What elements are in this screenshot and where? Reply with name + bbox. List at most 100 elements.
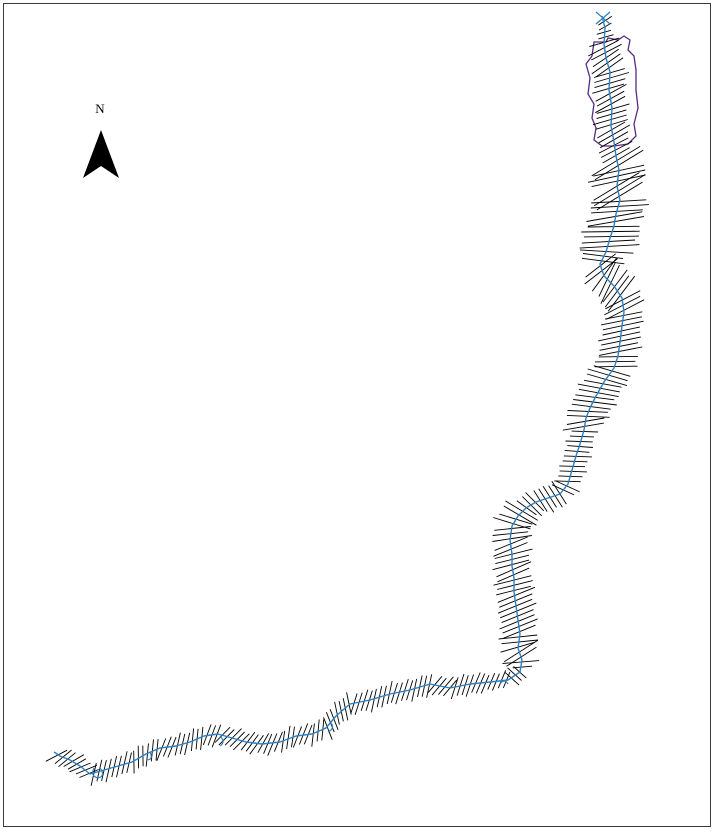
cross-section-line bbox=[566, 414, 610, 418]
cross-section-line bbox=[431, 677, 447, 696]
cross-section-line bbox=[200, 726, 204, 751]
cross-section-line bbox=[494, 548, 533, 559]
cross-section-line bbox=[500, 602, 537, 619]
cross-section-line bbox=[551, 480, 567, 505]
cross-section-line bbox=[538, 488, 555, 513]
cross-section-line bbox=[591, 146, 641, 177]
river-meander bbox=[92, 680, 509, 779]
map-frame bbox=[3, 3, 711, 827]
cross-section-line bbox=[381, 685, 387, 708]
cross-section-line bbox=[598, 34, 614, 40]
cross-section-line bbox=[456, 673, 465, 696]
reservoir-outline bbox=[585, 35, 639, 147]
cross-section-line bbox=[522, 496, 543, 517]
cross-section-line bbox=[498, 634, 538, 640]
cross-section-line bbox=[591, 43, 622, 61]
cross-section-line bbox=[598, 124, 631, 144]
cross-section-line bbox=[588, 39, 619, 57]
cross-section-line bbox=[354, 692, 363, 716]
cross-section-line bbox=[311, 723, 315, 747]
cross-section-line bbox=[525, 492, 545, 512]
cross-section-line bbox=[595, 119, 628, 130]
cross-section-line bbox=[598, 331, 641, 342]
cross-section-line bbox=[494, 526, 531, 531]
cross-section-line bbox=[63, 754, 85, 767]
cross-section-line bbox=[480, 674, 490, 694]
cross-section-line bbox=[438, 676, 454, 695]
cross-section-line bbox=[417, 675, 423, 698]
cross-section-line bbox=[497, 586, 536, 603]
cross-section-line bbox=[586, 211, 643, 222]
cross-section-line bbox=[590, 204, 649, 209]
cross-section-line bbox=[604, 295, 641, 316]
cross-section-line bbox=[492, 535, 532, 542]
cross-section-line bbox=[594, 360, 636, 363]
cross-section-line bbox=[174, 732, 181, 756]
cross-section-line bbox=[505, 500, 539, 521]
cross-section-line bbox=[601, 336, 641, 346]
cross-section-line bbox=[75, 764, 98, 775]
cross-section-line bbox=[567, 410, 608, 413]
cross-section-line bbox=[167, 736, 177, 758]
cross-section-line bbox=[496, 580, 533, 590]
cross-section-line bbox=[426, 674, 433, 698]
cross-section-line bbox=[370, 688, 377, 713]
cross-section-line bbox=[334, 701, 340, 725]
cross-section-line bbox=[578, 388, 619, 398]
cross-section-line bbox=[581, 257, 625, 265]
cross-section-line bbox=[555, 480, 580, 493]
cross-section-line bbox=[501, 639, 539, 645]
cross-section-line bbox=[257, 733, 269, 753]
cross-section-line bbox=[69, 762, 91, 773]
cross-section-line bbox=[232, 733, 250, 751]
north-arrow-icon bbox=[83, 130, 119, 178]
cross-section-line bbox=[202, 724, 212, 746]
cross-section-line bbox=[156, 738, 167, 761]
cross-section-line bbox=[395, 682, 403, 705]
river-centerline bbox=[53, 15, 625, 775]
cross-section-line bbox=[493, 542, 528, 557]
cross-section-line bbox=[224, 728, 242, 746]
cross-section-line bbox=[593, 174, 646, 207]
cross-section-line bbox=[584, 258, 618, 285]
cross-section-line bbox=[58, 752, 76, 768]
cross-section-line bbox=[598, 346, 643, 356]
cross-section-line bbox=[595, 57, 624, 78]
cross-section-line bbox=[573, 399, 617, 406]
cross-section-line bbox=[586, 373, 628, 387]
cross-section-line bbox=[600, 264, 620, 304]
cross-section-line bbox=[267, 733, 278, 756]
cross-section-line bbox=[504, 672, 520, 686]
cross-section-line bbox=[512, 665, 533, 669]
cross-section-line bbox=[45, 749, 68, 762]
cross-section-line bbox=[190, 728, 195, 752]
north-arrow-label: N bbox=[95, 101, 105, 116]
cross-section-line bbox=[596, 29, 612, 35]
cross-section-line bbox=[496, 561, 532, 578]
cross-section-line bbox=[499, 614, 535, 630]
cross-section-line bbox=[401, 678, 409, 701]
cross-section-line bbox=[316, 719, 320, 742]
cross-section-line bbox=[588, 169, 646, 183]
cross-section-line bbox=[281, 730, 286, 753]
cross-section-line bbox=[249, 735, 264, 755]
cross-section-line bbox=[591, 257, 618, 292]
cross-section-line bbox=[594, 72, 630, 83]
cross-section-line bbox=[286, 725, 291, 749]
cross-section-line bbox=[591, 199, 647, 204]
cross-section-line bbox=[591, 174, 646, 188]
cross-section-line bbox=[567, 445, 593, 448]
cross-section-line bbox=[184, 732, 191, 756]
cross-section-line bbox=[602, 269, 628, 303]
cross-section-line bbox=[105, 758, 112, 783]
cross-section-line bbox=[211, 724, 222, 748]
cross-section-line bbox=[329, 709, 339, 730]
cross-section-line bbox=[502, 660, 540, 664]
cross-section-line bbox=[600, 141, 633, 158]
cross-section-line bbox=[583, 235, 639, 238]
cross-section-line bbox=[503, 639, 539, 663]
cross-section-line bbox=[598, 15, 613, 26]
cross-section-line bbox=[502, 618, 538, 634]
cross-section-line bbox=[298, 723, 309, 745]
